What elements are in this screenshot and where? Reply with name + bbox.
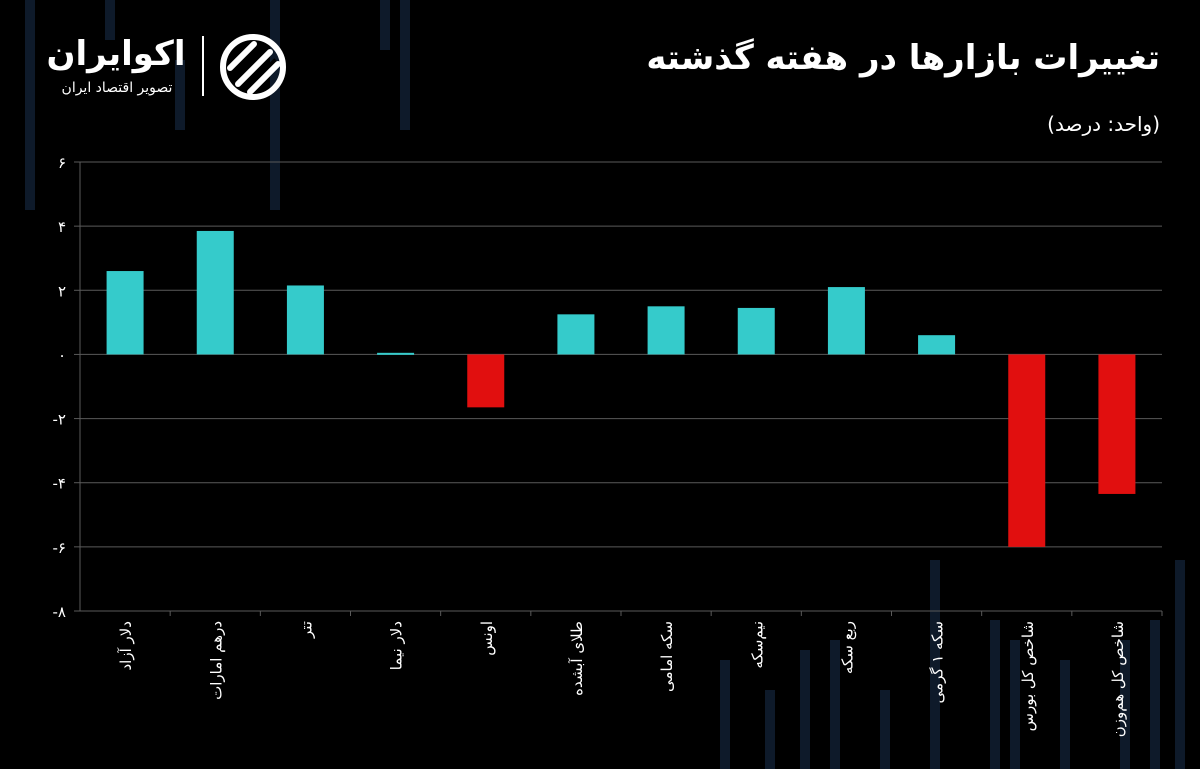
- y-tick-label: -۶: [53, 539, 66, 557]
- category-label: تتر: [297, 621, 315, 639]
- decoration-bar: [800, 650, 810, 769]
- bar: [918, 335, 956, 355]
- category-label: درهم امارات: [207, 621, 225, 700]
- bar: [377, 352, 415, 355]
- decoration-bar: [720, 660, 730, 769]
- category-label: دلار نیما: [388, 621, 406, 670]
- decoration-bar: [1120, 640, 1130, 769]
- decoration-bar: [990, 620, 1000, 769]
- category-label: طلای آبشده: [568, 621, 586, 696]
- unit-label: (واحد: درصد): [1047, 112, 1160, 136]
- decoration-bar: [105, 0, 115, 40]
- logo-divider: [202, 36, 204, 96]
- logo-name: اکوایران: [46, 34, 186, 74]
- decoration-bar: [380, 0, 390, 50]
- bar: [286, 285, 324, 355]
- bar: [106, 271, 144, 355]
- y-tick-label: -۲: [53, 411, 66, 429]
- category-label: سکه امامی: [658, 621, 676, 692]
- decoration-bar: [270, 0, 280, 210]
- logo: اکوایران تصویر اقتصاد ایران: [40, 28, 300, 103]
- decoration-bar: [930, 560, 940, 769]
- category-label: شاخص کل بورس: [1019, 621, 1037, 731]
- category-label: سکه ۱ گرمی: [929, 621, 947, 703]
- decoration-bar: [1150, 620, 1160, 769]
- y-tick-label: -۸: [53, 603, 66, 621]
- category-label: ربع سکه: [838, 621, 856, 674]
- y-tick-label: -۴: [53, 475, 66, 493]
- bar: [647, 306, 685, 355]
- y-tick-label: ۰: [58, 346, 66, 364]
- chart-title: تغییرات بازارها در هفته گذشته: [646, 38, 1160, 78]
- decoration-bar: [830, 640, 840, 769]
- decoration-bar: [880, 690, 890, 769]
- ecoiran-logo-icon: [220, 34, 286, 100]
- decoration-bar: [175, 60, 185, 130]
- bar: [196, 230, 234, 355]
- decoration-bar: [765, 690, 775, 769]
- category-label: شاخص کل هم‌وزن: [1109, 621, 1127, 737]
- decoration-bar: [1060, 660, 1070, 769]
- y-tick-label: ۶: [58, 154, 66, 172]
- bar: [827, 287, 865, 355]
- decoration-bar: [400, 0, 410, 130]
- category-label: دلار آزاد: [117, 621, 135, 671]
- bar: [467, 354, 505, 408]
- y-tick-label: ۴: [58, 218, 66, 236]
- bar: [557, 314, 595, 355]
- y-tick-label: ۲: [58, 282, 66, 300]
- category-label: اونس: [478, 621, 496, 656]
- decoration-bar: [1175, 560, 1185, 769]
- category-label: نیم‌سکه: [748, 621, 766, 669]
- bar: [737, 307, 775, 355]
- logo-tagline: تصویر اقتصاد ایران: [61, 80, 173, 96]
- decoration-bar: [1010, 640, 1020, 769]
- bar: [1098, 354, 1136, 494]
- decoration-bar: [25, 0, 35, 210]
- bar: [1008, 354, 1046, 547]
